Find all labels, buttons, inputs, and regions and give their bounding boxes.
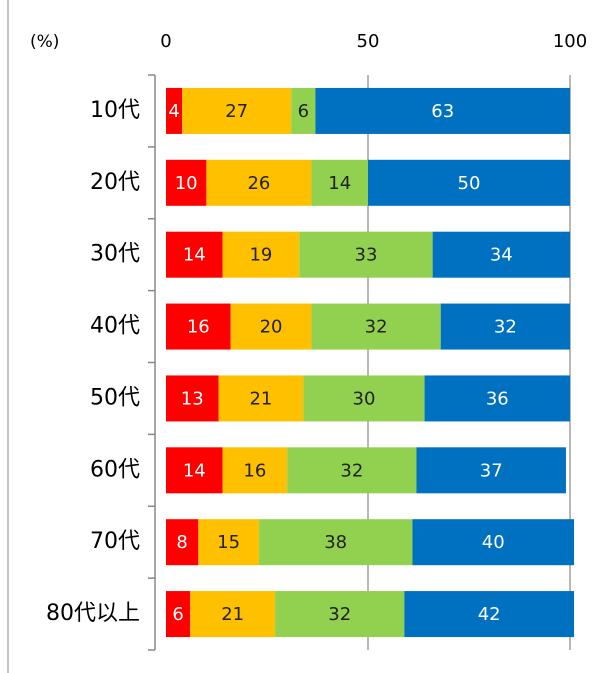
bar-segment: [258, 519, 413, 566]
y-tick-label: 20代: [90, 170, 140, 195]
data-label: 20: [260, 317, 283, 338]
data-label: 32: [494, 317, 517, 338]
y-tick-label: 40代: [90, 314, 140, 339]
bar-segment: [299, 231, 433, 278]
y-tick-label: 60代: [90, 457, 140, 482]
data-label: 63: [431, 101, 454, 122]
bar-segment: [166, 231, 223, 278]
y-tick-label: 50代: [90, 385, 140, 410]
data-label: 30: [353, 388, 376, 409]
data-label: 33: [355, 245, 378, 266]
bar-segment: [166, 591, 191, 638]
data-label: 14: [183, 460, 206, 481]
bar-segment: [206, 159, 312, 206]
data-label: 13: [181, 388, 204, 409]
bar-segment: [166, 519, 199, 566]
bar-segment: [440, 303, 570, 350]
data-label: 34: [490, 245, 513, 266]
data-label: 38: [324, 532, 347, 553]
data-label: 32: [340, 460, 363, 481]
bar-segment: [166, 87, 183, 134]
bar-segment: [222, 447, 288, 494]
data-label: 32: [328, 604, 351, 625]
bar-segment: [190, 591, 276, 638]
x-tick-label: 50: [357, 31, 380, 52]
bar-segment: [404, 591, 575, 638]
data-label: 50: [458, 173, 481, 194]
bar-segment: [218, 375, 304, 422]
data-label: 36: [486, 388, 509, 409]
bar-segment: [368, 159, 570, 206]
y-tick-label: 80代以上: [46, 601, 140, 626]
bar-segment: [182, 87, 292, 134]
data-label: 10: [175, 173, 198, 194]
data-label: 16: [187, 317, 210, 338]
data-label: 21: [221, 604, 244, 625]
data-label: 32: [365, 317, 388, 338]
bar-segment: [166, 375, 219, 422]
data-label: 42: [478, 604, 501, 625]
bar-segment: [198, 519, 259, 566]
data-label: 8: [176, 532, 187, 553]
bar-segment: [416, 447, 566, 494]
data-label: 40: [482, 532, 505, 553]
bar-segment: [412, 519, 575, 566]
bar-segment: [432, 231, 570, 278]
y-tick-label: 70代: [90, 529, 140, 554]
data-label: 16: [243, 460, 266, 481]
data-label: 27: [225, 101, 248, 122]
bar-segment: [315, 87, 570, 134]
bar-segment: [291, 87, 316, 134]
data-label: 6: [298, 101, 309, 122]
bar-segment: [230, 303, 312, 350]
bar-segment: [287, 447, 417, 494]
data-label: 15: [217, 532, 240, 553]
bar-segment: [222, 231, 300, 278]
data-label: 21: [249, 388, 272, 409]
data-label: 37: [480, 460, 503, 481]
bar-segment: [424, 375, 570, 422]
data-label: 4: [168, 101, 179, 122]
bar-segment: [275, 591, 405, 638]
bar-segment: [311, 303, 441, 350]
x-tick-label: 100: [553, 31, 587, 52]
bar-segment: [166, 159, 207, 206]
data-label: 26: [247, 173, 270, 194]
x-tick-label: 0: [160, 31, 171, 52]
data-label: 19: [249, 245, 272, 266]
bar-segment: [311, 159, 368, 206]
unit-label: (%): [30, 32, 59, 52]
y-tick-label: 30代: [90, 242, 140, 267]
data-label: 14: [183, 245, 206, 266]
bar-segment: [166, 303, 231, 350]
bar-segment: [166, 447, 223, 494]
data-label: 14: [328, 173, 351, 194]
bar-segment: [303, 375, 425, 422]
data-label: 6: [172, 604, 183, 625]
y-tick-label: 10代: [90, 98, 140, 123]
